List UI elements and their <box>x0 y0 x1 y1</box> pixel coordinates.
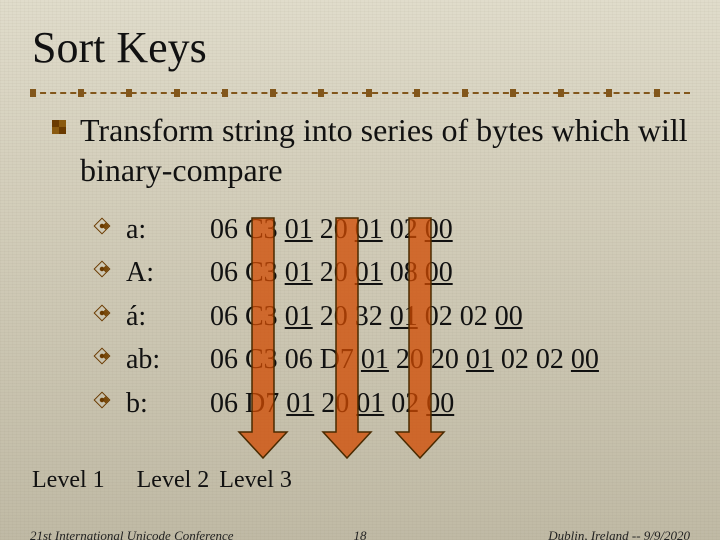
byte-token: 32 <box>355 301 383 332</box>
byte-token: 01 <box>355 214 383 245</box>
byte-token: 00 <box>425 214 453 245</box>
minor-bullet-icon <box>94 391 111 408</box>
byte-token: 06 <box>210 388 238 419</box>
level-labels: Level 1 Level 2 Level 3 <box>32 467 292 494</box>
byte-token: 06 <box>210 301 238 332</box>
byte-token: 02 <box>390 214 418 245</box>
byte-token: 02 <box>391 388 419 419</box>
minor-bullet-icon <box>94 261 111 278</box>
byte-token: 00 <box>571 344 599 375</box>
byte-token: 20 <box>321 388 349 419</box>
byte-token: 06 <box>285 344 313 375</box>
footer-center: 18 <box>354 528 367 540</box>
level-3-label: Level 3 <box>219 467 292 494</box>
byte-token: 02 <box>536 344 564 375</box>
row-bytes: 06 C3 06 D7 01 20 20 01 02 02 00 <box>210 344 599 375</box>
row-bytes: 06 C3 01 20 01 02 00 <box>210 214 453 245</box>
row-label: ab: <box>126 338 210 381</box>
byte-token: 20 <box>320 301 348 332</box>
byte-token: 01 <box>285 301 313 332</box>
byte-token: 00 <box>425 257 453 288</box>
row-bytes: 06 C3 01 20 32 01 02 02 00 <box>210 301 523 332</box>
sortkey-row: b:06 D7 01 20 01 02 00 <box>126 382 690 425</box>
byte-token: 01 <box>466 344 494 375</box>
row-label: b: <box>126 382 210 425</box>
byte-token: C3 <box>245 344 278 375</box>
lead-content: Transform string into series of bytes wh… <box>80 112 688 188</box>
level-1-label: Level 1 <box>32 467 105 494</box>
byte-token: 06 <box>210 257 238 288</box>
byte-token: 01 <box>361 344 389 375</box>
byte-token: C3 <box>245 214 278 245</box>
footer-right: Dublin, Ireland -- 9/9/2020 <box>548 528 690 540</box>
byte-token: C3 <box>245 301 278 332</box>
byte-token: 01 <box>356 388 384 419</box>
row-bytes: 06 C3 01 20 01 08 00 <box>210 257 453 288</box>
sortkey-row: ab:06 C3 06 D7 01 20 20 01 02 02 00 <box>126 338 690 381</box>
minor-bullet-icon <box>94 304 111 321</box>
byte-token: 20 <box>320 214 348 245</box>
sortkey-row: á:06 C3 01 20 32 01 02 02 00 <box>126 295 690 338</box>
row-label: A: <box>126 251 210 294</box>
byte-token: 20 <box>396 344 424 375</box>
byte-token: 01 <box>355 257 383 288</box>
byte-token: C3 <box>245 257 278 288</box>
byte-token: 02 <box>425 301 453 332</box>
diamond-bullet-icon <box>52 120 66 134</box>
byte-token: 00 <box>426 388 454 419</box>
sortkey-row: a:06 C3 01 20 01 02 00 <box>126 208 690 251</box>
row-label: a: <box>126 208 210 251</box>
byte-token: 01 <box>285 257 313 288</box>
byte-token: D7 <box>320 344 354 375</box>
byte-token: 08 <box>390 257 418 288</box>
slide-title: Sort Keys <box>32 22 207 73</box>
slide: Sort Keys Transform string into series o… <box>0 0 720 540</box>
title-divider <box>30 92 690 94</box>
byte-token: 20 <box>320 257 348 288</box>
row-bytes: 06 D7 01 20 01 02 00 <box>210 388 454 419</box>
lead-text: Transform string into series of bytes wh… <box>80 110 690 190</box>
footer-left: 21st International Unicode Conference <box>30 528 234 540</box>
byte-token: 01 <box>285 214 313 245</box>
byte-token: 06 <box>210 344 238 375</box>
byte-token: 06 <box>210 214 238 245</box>
byte-token: D7 <box>245 388 279 419</box>
byte-token: 02 <box>501 344 529 375</box>
byte-token: 20 <box>431 344 459 375</box>
level-2-label: Level 2 <box>137 467 210 494</box>
byte-token: 00 <box>495 301 523 332</box>
sortkey-rows: a:06 C3 01 20 01 02 00A:06 C3 01 20 01 0… <box>126 208 690 425</box>
byte-token: 01 <box>286 388 314 419</box>
row-label: á: <box>126 295 210 338</box>
minor-bullet-icon <box>94 348 111 365</box>
sortkey-row: A:06 C3 01 20 01 08 00 <box>126 251 690 294</box>
byte-token: 02 <box>460 301 488 332</box>
body-region: Transform string into series of bytes wh… <box>80 110 690 425</box>
byte-token: 01 <box>390 301 418 332</box>
minor-bullet-icon <box>94 218 111 235</box>
